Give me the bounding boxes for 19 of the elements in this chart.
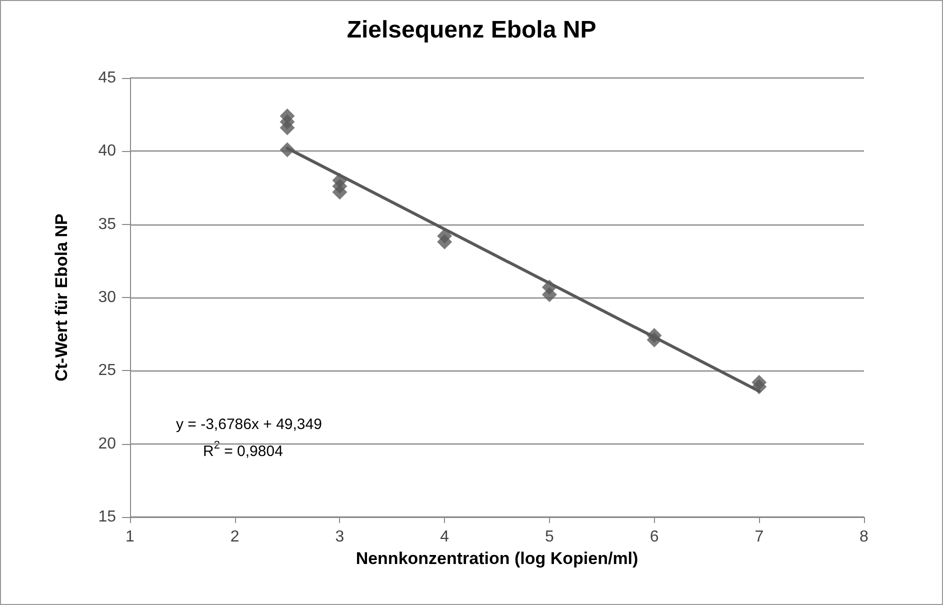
x-tick-label: 3 bbox=[335, 528, 344, 546]
x-tick-label: 6 bbox=[650, 528, 659, 546]
x-tick-label: 8 bbox=[860, 528, 869, 546]
y-axis-title: Ct-Wert für Ebola NP bbox=[52, 214, 71, 382]
x-tick-label: 4 bbox=[440, 528, 450, 546]
y-tick-label: 45 bbox=[98, 70, 116, 86]
x-tick-label: 7 bbox=[754, 528, 764, 546]
chart-title: Zielsequenz Ebola NP bbox=[346, 16, 596, 44]
x-axis-title: Nennkonzentration (log Kopien/ml) bbox=[356, 548, 638, 568]
y-tick-label: 15 bbox=[98, 508, 116, 526]
y-tick-label: 20 bbox=[98, 435, 116, 452]
y-tick-label: 25 bbox=[98, 362, 116, 380]
y-tick-label: 30 bbox=[98, 289, 116, 306]
y-tick-label: 40 bbox=[98, 142, 116, 160]
annotation: y = -3,6786x + 49,349 bbox=[176, 416, 322, 433]
x-tick-label: 1 bbox=[126, 528, 135, 546]
x-tick-label: 5 bbox=[544, 528, 554, 546]
x-tick-label: 2 bbox=[230, 528, 240, 546]
y-tick-label: 35 bbox=[98, 216, 116, 233]
